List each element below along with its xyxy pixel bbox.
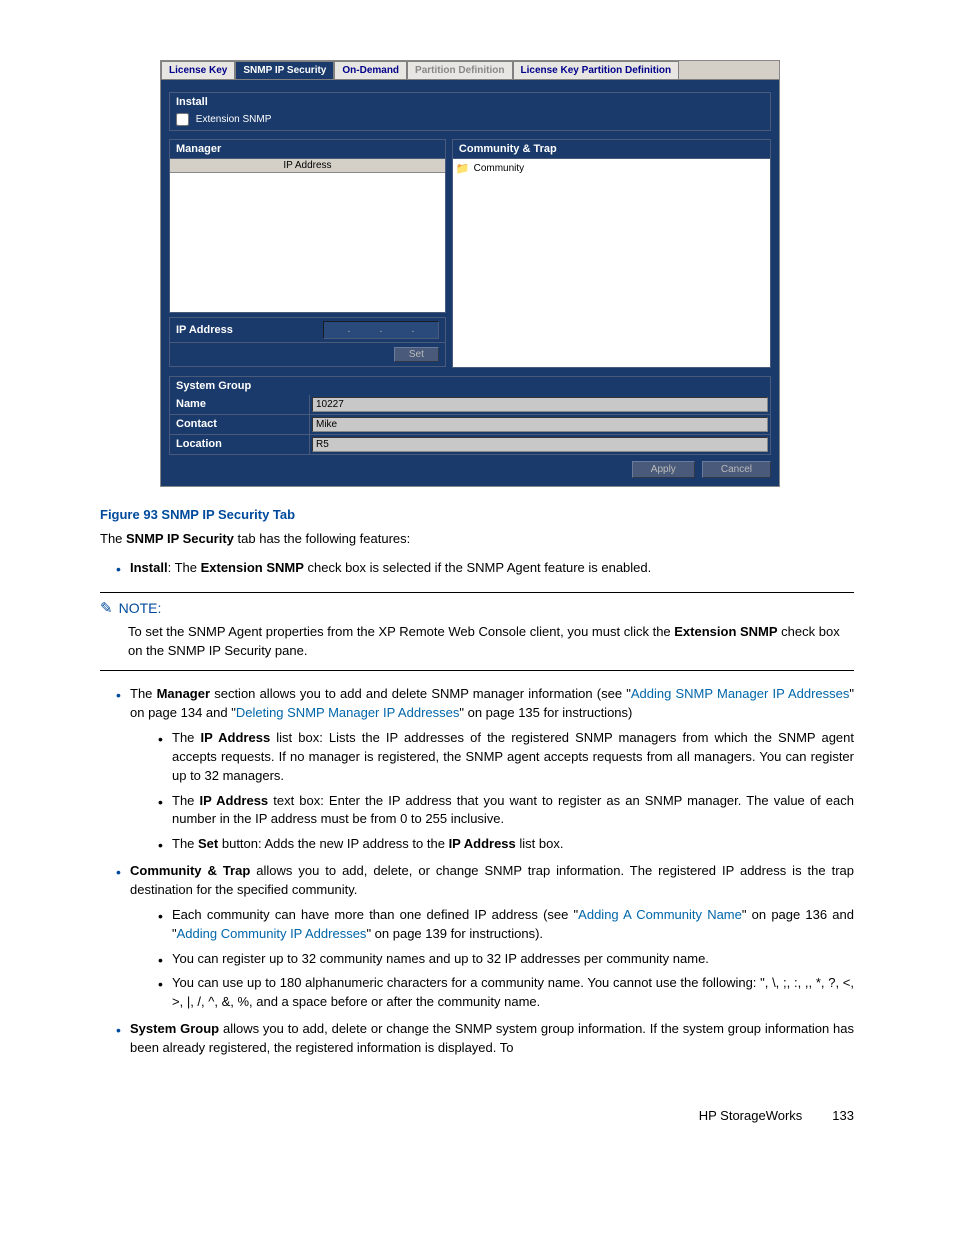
bullet-manager-sub-1: The IP Address text box: Enter the IP ad… — [158, 792, 854, 830]
note-body: To set the SNMP Agent properties from th… — [100, 623, 854, 661]
figure-caption: Figure 93 SNMP IP Security Tab — [100, 507, 854, 522]
install-section: Install Extension SNMP — [169, 92, 771, 131]
note-title: NOTE: — [119, 600, 162, 616]
manager-title: Manager — [169, 139, 446, 158]
sg-location-input[interactable] — [312, 437, 768, 452]
tab-license-key-partition[interactable]: License Key Partition Definition — [513, 61, 680, 79]
bullet-community: Community & Trap allows you to add, dele… — [116, 862, 854, 1012]
system-group-section: System Group Name Contact Location — [169, 376, 771, 455]
ip-address-label: IP Address — [176, 324, 317, 336]
community-trap-title: Community & Trap — [452, 139, 771, 158]
tab-snmp-ip-security[interactable]: SNMP IP Security — [235, 61, 334, 79]
link-delete-manager[interactable]: Deleting SNMP Manager IP Addresses — [236, 705, 460, 720]
set-button[interactable]: Set — [394, 347, 439, 362]
extension-snmp-label: Extension SNMP — [196, 114, 272, 125]
bullet-community-sub-2: You can use up to 180 alphanumeric chara… — [158, 974, 854, 1012]
link-add-community-name[interactable]: Adding A Community Name — [578, 907, 742, 922]
community-listbox[interactable]: 📁 Community — [452, 158, 771, 368]
cancel-button[interactable]: Cancel — [702, 461, 771, 478]
extension-snmp-checkbox[interactable] — [176, 113, 189, 126]
ip-address-input[interactable]: ... — [323, 321, 439, 339]
link-add-manager[interactable]: Adding SNMP Manager IP Addresses — [631, 686, 850, 701]
link-add-community-ip[interactable]: Adding Community IP Addresses — [177, 926, 367, 941]
bullet-system-group: System Group allows you to add, delete o… — [116, 1020, 854, 1058]
intro-text: The SNMP IP Security tab has the followi… — [100, 530, 854, 549]
page-footer: HP StorageWorks 133 — [100, 1108, 854, 1123]
sg-row-contact: Contact — [169, 415, 771, 435]
install-title: Install — [169, 92, 771, 111]
ip-list-header: IP Address — [170, 159, 445, 173]
bullet-community-sub-1: You can register up to 32 community name… — [158, 950, 854, 969]
ip-address-listbox[interactable]: IP Address — [169, 158, 446, 313]
sg-contact-input[interactable] — [312, 417, 768, 432]
note-block: ✎ NOTE: To set the SNMP Agent properties… — [100, 592, 854, 672]
sg-row-location: Location — [169, 435, 771, 455]
bullet-manager-sub-0: The IP Address list box: Lists the IP ad… — [158, 729, 854, 786]
folder-icon: 📁 — [456, 162, 470, 175]
apply-button[interactable]: Apply — [632, 461, 695, 478]
tab-on-demand[interactable]: On-Demand — [334, 61, 407, 79]
bullet-manager-sub-2: The Set button: Adds the new IP address … — [158, 835, 854, 854]
snmp-app-window: License Key SNMP IP Security On-Demand P… — [160, 60, 780, 487]
bullet-manager: The Manager section allows you to add an… — [116, 685, 854, 854]
footer-label: HP StorageWorks — [699, 1108, 803, 1123]
tab-bar: License Key SNMP IP Security On-Demand P… — [161, 61, 779, 80]
sg-name-input[interactable] — [312, 397, 768, 412]
bullet-install: Install: The Extension SNMP check box is… — [116, 559, 854, 578]
tab-partition-definition[interactable]: Partition Definition — [407, 61, 512, 79]
community-item-label: Community — [474, 163, 525, 174]
system-group-title: System Group — [169, 376, 771, 395]
tab-license-key[interactable]: License Key — [161, 61, 235, 79]
bullet-community-sub-0: Each community can have more than one de… — [158, 906, 854, 944]
community-item[interactable]: 📁 Community — [456, 162, 767, 175]
footer-page: 133 — [832, 1108, 854, 1123]
sg-row-name: Name — [169, 395, 771, 415]
note-icon: ✎ — [100, 599, 113, 617]
